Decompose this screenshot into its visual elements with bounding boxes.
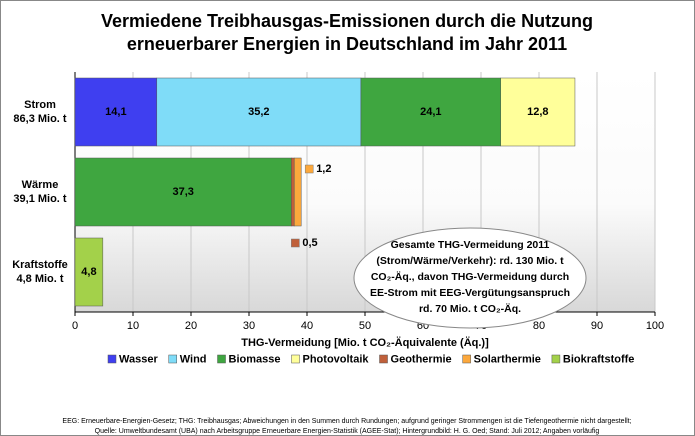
value-label: 24,1 [420, 106, 441, 118]
x-tick-label: 0 [72, 320, 78, 332]
category-sublabel: 86,3 Mio. t [13, 113, 67, 125]
footnote: Quelle: Umweltbundesamt (UBA) nach Arbei… [95, 428, 600, 435]
bar-segment [291, 157, 295, 227]
legend-swatch [551, 354, 561, 364]
legend-label: Biomasse [229, 353, 281, 365]
annotation-text: EE-Strom mit EEG-Vergütungsanspruch [370, 287, 570, 299]
x-tick-label: 50 [359, 320, 371, 332]
bar-segment [293, 157, 302, 227]
legend-swatch [379, 354, 388, 364]
x-axis-label: THG-Vermeidung [Mio. t CO₂-Äquivalente (… [241, 336, 489, 349]
value-label: 1,2 [316, 163, 331, 175]
legend-label: Geothermie [391, 353, 452, 365]
x-tick-label: 100 [646, 320, 664, 332]
callout-swatch [291, 238, 300, 248]
callout-swatch [304, 164, 314, 174]
legend-label: Biokraftstoffe [563, 353, 635, 365]
legend-swatch [107, 354, 117, 364]
value-label: 14,1 [105, 106, 126, 118]
annotation-text: Gesamte THG-Vermeidung 2011 [391, 239, 550, 251]
category-sublabel: 4,8 Mio. t [16, 273, 63, 285]
annotation-bubble [353, 227, 587, 329]
legend-swatch [217, 354, 226, 364]
bar-segment [74, 157, 292, 227]
legend-label: Wind [180, 353, 207, 365]
annotation-text: CO₂-Äq., davon THG-Vermeidung durch [371, 270, 569, 283]
value-label: 37,3 [172, 186, 193, 198]
x-tick-label: 10 [127, 320, 139, 332]
x-tick-label: 20 [185, 320, 197, 332]
chart-title: Vermiedene Treibhausgas-Emissionen durch… [101, 11, 593, 31]
chart-title: erneuerbarer Energien in Deutschland im … [127, 34, 567, 54]
bar-segment [500, 77, 576, 147]
bar-segment [74, 237, 104, 307]
value-label: 12,8 [527, 106, 548, 118]
value-label: 35,2 [248, 106, 269, 118]
bar-segment [156, 77, 362, 147]
category-sublabel: 39,1 Mio. t [13, 193, 67, 205]
footnote: EEG: Erneuerbare-Energien-Gesetz; THG: T… [62, 418, 631, 425]
x-tick-label: 30 [243, 320, 255, 332]
legend-swatch [291, 354, 300, 364]
category-label: Wärme [22, 179, 59, 191]
value-label: 0,5 [302, 237, 317, 249]
category-label: Kraftstoffe [12, 259, 68, 271]
value-label: 4,8 [81, 266, 96, 278]
category-label: Strom [24, 99, 56, 111]
x-tick-label: 40 [301, 320, 313, 332]
legend-label: Wasser [119, 353, 158, 365]
x-tick-label: 90 [591, 320, 603, 332]
x-tick-label: 80 [533, 320, 545, 332]
legend-label: Photovoltaik [303, 353, 370, 365]
annotation-text: rd. 70 Mio. t CO₂-Äq. [419, 302, 521, 315]
legend-label: Solarthermie [474, 353, 541, 365]
legend-swatch [462, 354, 471, 364]
annotation-text: (Strom/Wärme/Verkehr): rd. 130 Mio. t [376, 255, 564, 267]
bar-segment [74, 77, 158, 147]
legend-swatch [168, 354, 177, 364]
